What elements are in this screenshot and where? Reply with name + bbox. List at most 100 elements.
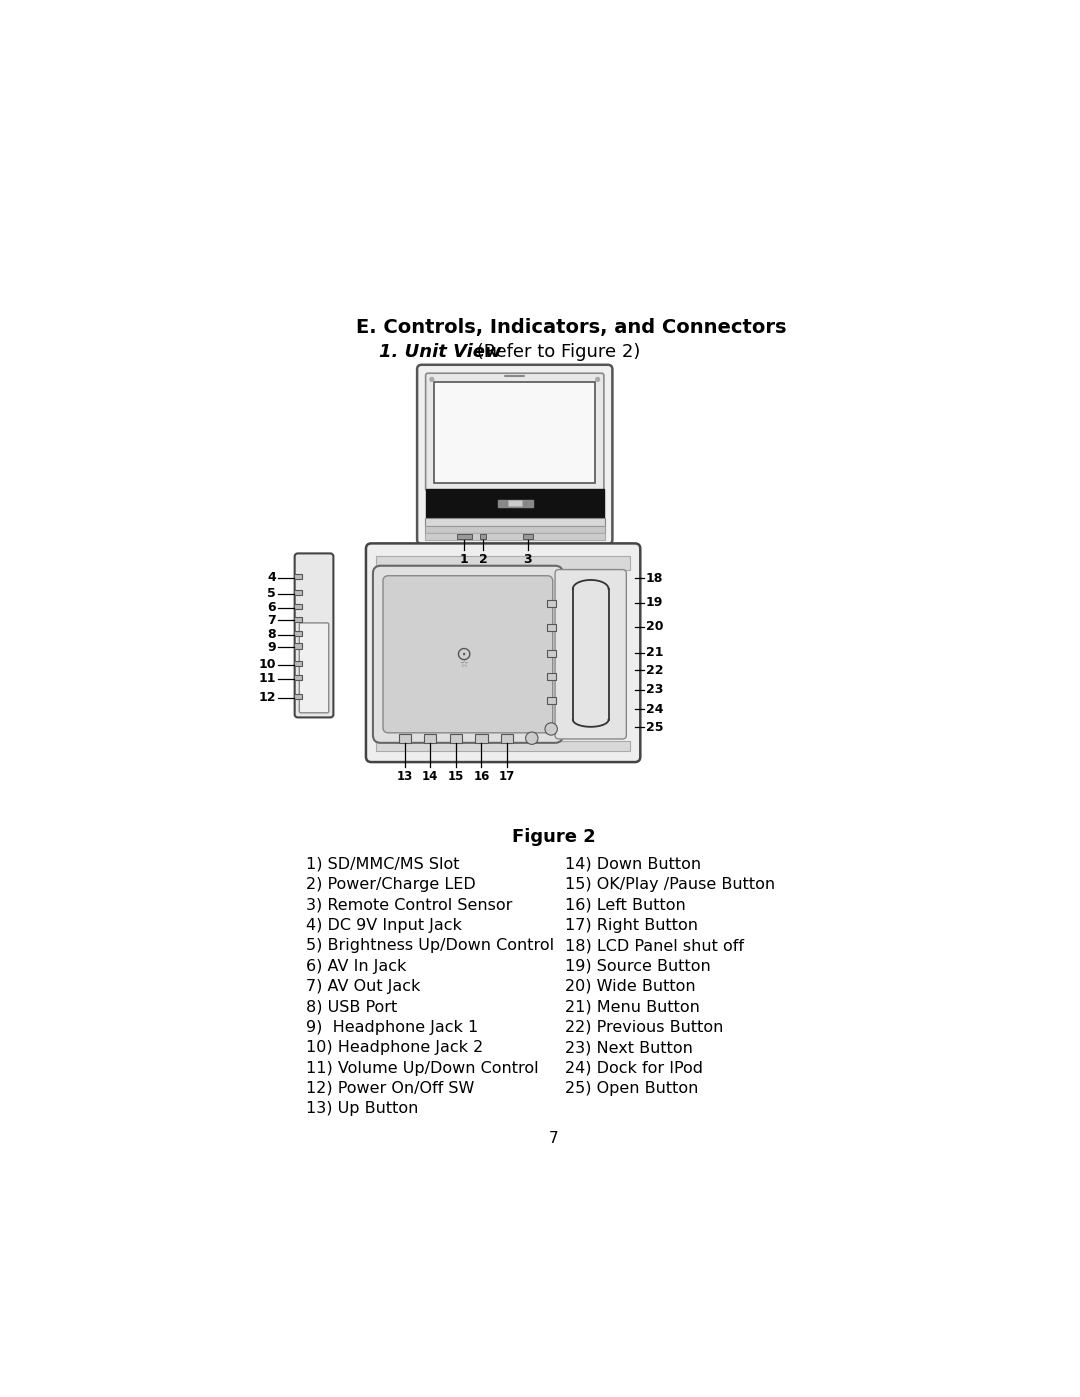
Bar xyxy=(546,624,556,631)
Text: 25: 25 xyxy=(646,721,663,733)
Bar xyxy=(376,556,631,570)
Text: 8) USB Port: 8) USB Port xyxy=(306,999,396,1014)
Text: ⊙: ⊙ xyxy=(456,645,472,664)
Text: 6) AV In Jack: 6) AV In Jack xyxy=(306,958,406,974)
Bar xyxy=(449,733,462,743)
Text: 20: 20 xyxy=(646,620,663,633)
Text: E. Controls, Indicators, and Connectors: E. Controls, Indicators, and Connectors xyxy=(356,317,786,337)
Text: 22: 22 xyxy=(646,664,663,678)
Text: 6: 6 xyxy=(268,601,276,615)
Text: 14: 14 xyxy=(422,770,438,784)
Bar xyxy=(508,500,522,507)
FancyBboxPatch shape xyxy=(555,570,626,739)
Text: 18) LCD Panel shut off: 18) LCD Panel shut off xyxy=(565,939,744,953)
Text: 21) Menu Button: 21) Menu Button xyxy=(565,999,700,1014)
Text: 17) Right Button: 17) Right Button xyxy=(565,918,698,933)
FancyBboxPatch shape xyxy=(299,623,328,712)
Text: 15: 15 xyxy=(448,770,464,784)
Bar xyxy=(294,661,301,666)
Circle shape xyxy=(430,377,434,381)
FancyBboxPatch shape xyxy=(373,566,563,743)
Text: 12) Power On/Off SW: 12) Power On/Off SW xyxy=(306,1081,474,1095)
Text: 23: 23 xyxy=(646,683,663,696)
Text: 7: 7 xyxy=(549,1132,558,1146)
FancyBboxPatch shape xyxy=(426,373,604,490)
Text: (Refer to Figure 2): (Refer to Figure 2) xyxy=(471,344,640,362)
Text: 4) DC 9V Input Jack: 4) DC 9V Input Jack xyxy=(306,918,461,933)
Text: 23) Next Button: 23) Next Button xyxy=(565,1041,693,1055)
FancyBboxPatch shape xyxy=(417,365,612,545)
Bar xyxy=(424,525,605,534)
Text: 7) AV Out Jack: 7) AV Out Jack xyxy=(306,979,420,993)
Text: 9)  Headphone Jack 1: 9) Headphone Jack 1 xyxy=(306,1020,477,1035)
Bar xyxy=(424,518,605,525)
Text: 3) Remote Control Sensor: 3) Remote Control Sensor xyxy=(306,897,512,912)
Text: 10) Headphone Jack 2: 10) Headphone Jack 2 xyxy=(306,1041,483,1055)
Bar xyxy=(501,733,513,743)
Bar xyxy=(294,604,301,609)
Text: 2) Power/Charge LED: 2) Power/Charge LED xyxy=(306,877,475,891)
Bar xyxy=(294,630,301,636)
Text: 3: 3 xyxy=(524,553,532,566)
Text: 5: 5 xyxy=(268,587,276,601)
Text: 16) Left Button: 16) Left Button xyxy=(565,897,686,912)
Text: 5) Brightness Up/Down Control: 5) Brightness Up/Down Control xyxy=(306,939,554,953)
Bar xyxy=(546,601,556,608)
Text: 21: 21 xyxy=(646,647,663,659)
Text: 22) Previous Button: 22) Previous Button xyxy=(565,1020,724,1035)
FancyBboxPatch shape xyxy=(383,576,553,733)
Bar xyxy=(294,574,301,580)
Bar xyxy=(424,534,605,539)
Bar xyxy=(546,673,556,680)
Text: 19) Source Button: 19) Source Button xyxy=(565,958,711,974)
Text: 17: 17 xyxy=(499,770,515,784)
FancyBboxPatch shape xyxy=(295,553,334,718)
Text: 15) OK/Play /Pause Button: 15) OK/Play /Pause Button xyxy=(565,877,775,891)
Text: 7: 7 xyxy=(268,613,276,627)
Text: 14) Down Button: 14) Down Button xyxy=(565,856,701,872)
Circle shape xyxy=(596,377,599,381)
Text: 18: 18 xyxy=(646,571,663,585)
Text: 1: 1 xyxy=(460,553,469,566)
Text: 1) SD/MMC/MS Slot: 1) SD/MMC/MS Slot xyxy=(306,856,459,872)
Text: 9: 9 xyxy=(268,641,276,654)
Text: 12: 12 xyxy=(258,692,276,704)
Bar xyxy=(475,733,488,743)
Text: 4: 4 xyxy=(268,571,276,584)
Text: 16: 16 xyxy=(473,770,489,784)
Text: 8: 8 xyxy=(268,629,276,641)
Bar xyxy=(434,381,595,482)
Text: 10: 10 xyxy=(258,658,276,671)
Text: 25) Open Button: 25) Open Button xyxy=(565,1081,699,1095)
Bar xyxy=(376,742,631,750)
Text: 1. Unit View: 1. Unit View xyxy=(379,344,502,362)
Bar xyxy=(294,590,301,595)
Bar xyxy=(399,733,410,743)
Text: 11: 11 xyxy=(258,672,276,686)
Text: 13) Up Button: 13) Up Button xyxy=(306,1101,418,1116)
Text: 13: 13 xyxy=(396,770,413,784)
Text: 20) Wide Button: 20) Wide Button xyxy=(565,979,696,993)
Bar xyxy=(294,644,301,648)
Text: Figure 2: Figure 2 xyxy=(512,828,595,847)
Bar xyxy=(294,675,301,680)
FancyBboxPatch shape xyxy=(366,543,640,763)
Bar xyxy=(546,697,556,704)
Circle shape xyxy=(545,722,557,735)
Text: 19: 19 xyxy=(646,597,663,609)
Bar xyxy=(294,694,301,700)
Text: 24: 24 xyxy=(646,703,663,715)
Bar xyxy=(424,733,436,743)
Text: ☆: ☆ xyxy=(459,658,468,669)
Text: 11) Volume Up/Down Control: 11) Volume Up/Down Control xyxy=(306,1060,538,1076)
Text: 24) Dock for IPod: 24) Dock for IPod xyxy=(565,1060,703,1076)
Bar xyxy=(498,500,532,507)
Bar xyxy=(546,651,556,657)
Text: 2: 2 xyxy=(478,553,487,566)
Bar xyxy=(457,534,472,539)
Circle shape xyxy=(526,732,538,745)
Bar xyxy=(426,489,604,518)
Bar xyxy=(294,616,301,622)
Bar xyxy=(523,534,534,539)
Bar xyxy=(480,534,486,539)
